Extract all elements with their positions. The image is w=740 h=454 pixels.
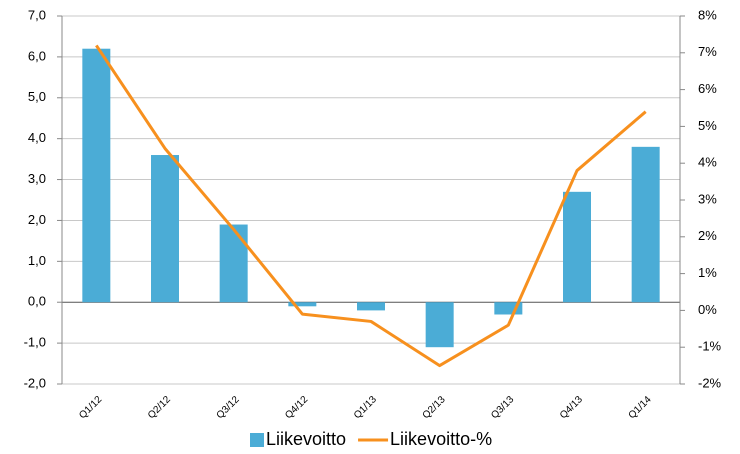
y-tick-label: 1,0 <box>28 253 46 268</box>
x-tick-label: Q4/13 <box>558 394 585 421</box>
y-tick-label: 5,0 <box>28 89 46 104</box>
x-tick-label: Q2/13 <box>421 394 448 421</box>
y-tick-label: 6,0 <box>28 48 46 63</box>
x-tick-label: Q3/12 <box>215 394 242 421</box>
bar <box>631 146 660 303</box>
bar <box>357 302 385 311</box>
y-tick-label: 4,0 <box>28 130 46 145</box>
legend-swatch <box>250 433 264 447</box>
legend-label: Liikevoitto <box>266 429 346 449</box>
y2-tick-label: 7% <box>698 44 717 59</box>
y2-tick-label: 2% <box>698 228 717 243</box>
x-tick-label: Q3/13 <box>489 394 516 421</box>
bar <box>151 155 179 303</box>
y-tick-label: 7,0 <box>28 7 46 22</box>
legend-label: Liikevoitto-% <box>390 429 492 449</box>
bar <box>288 302 317 307</box>
y-tick-label: 3,0 <box>28 171 46 186</box>
y-tick-label: 0,0 <box>28 294 46 309</box>
x-tick-label: Q2/12 <box>146 394 173 421</box>
y2-tick-label: 4% <box>698 155 717 170</box>
y2-tick-label: 3% <box>698 191 717 206</box>
y2-tick-label: 0% <box>698 302 717 317</box>
y2-tick-label: 8% <box>698 7 717 22</box>
line <box>95 44 647 368</box>
y-tick-label: 2,0 <box>28 212 46 227</box>
x-tick-label: Q1/12 <box>77 394 104 421</box>
bar <box>219 224 248 303</box>
bar <box>425 302 454 348</box>
y-tick-label: -2,0 <box>24 375 46 390</box>
y2-tick-label: -1% <box>698 339 722 354</box>
x-tick-label: Q1/14 <box>627 394 654 421</box>
bar <box>563 191 591 303</box>
y2-tick-label: 6% <box>698 81 717 96</box>
y2-tick-label: 5% <box>698 118 717 133</box>
y-tick-label: -1,0 <box>24 335 46 350</box>
bar <box>82 48 111 303</box>
y2-tick-label: -2% <box>698 375 722 390</box>
x-tick-label: Q1/13 <box>352 394 379 421</box>
y2-tick-label: 1% <box>698 265 717 280</box>
x-tick-label: Q4/12 <box>283 394 310 421</box>
